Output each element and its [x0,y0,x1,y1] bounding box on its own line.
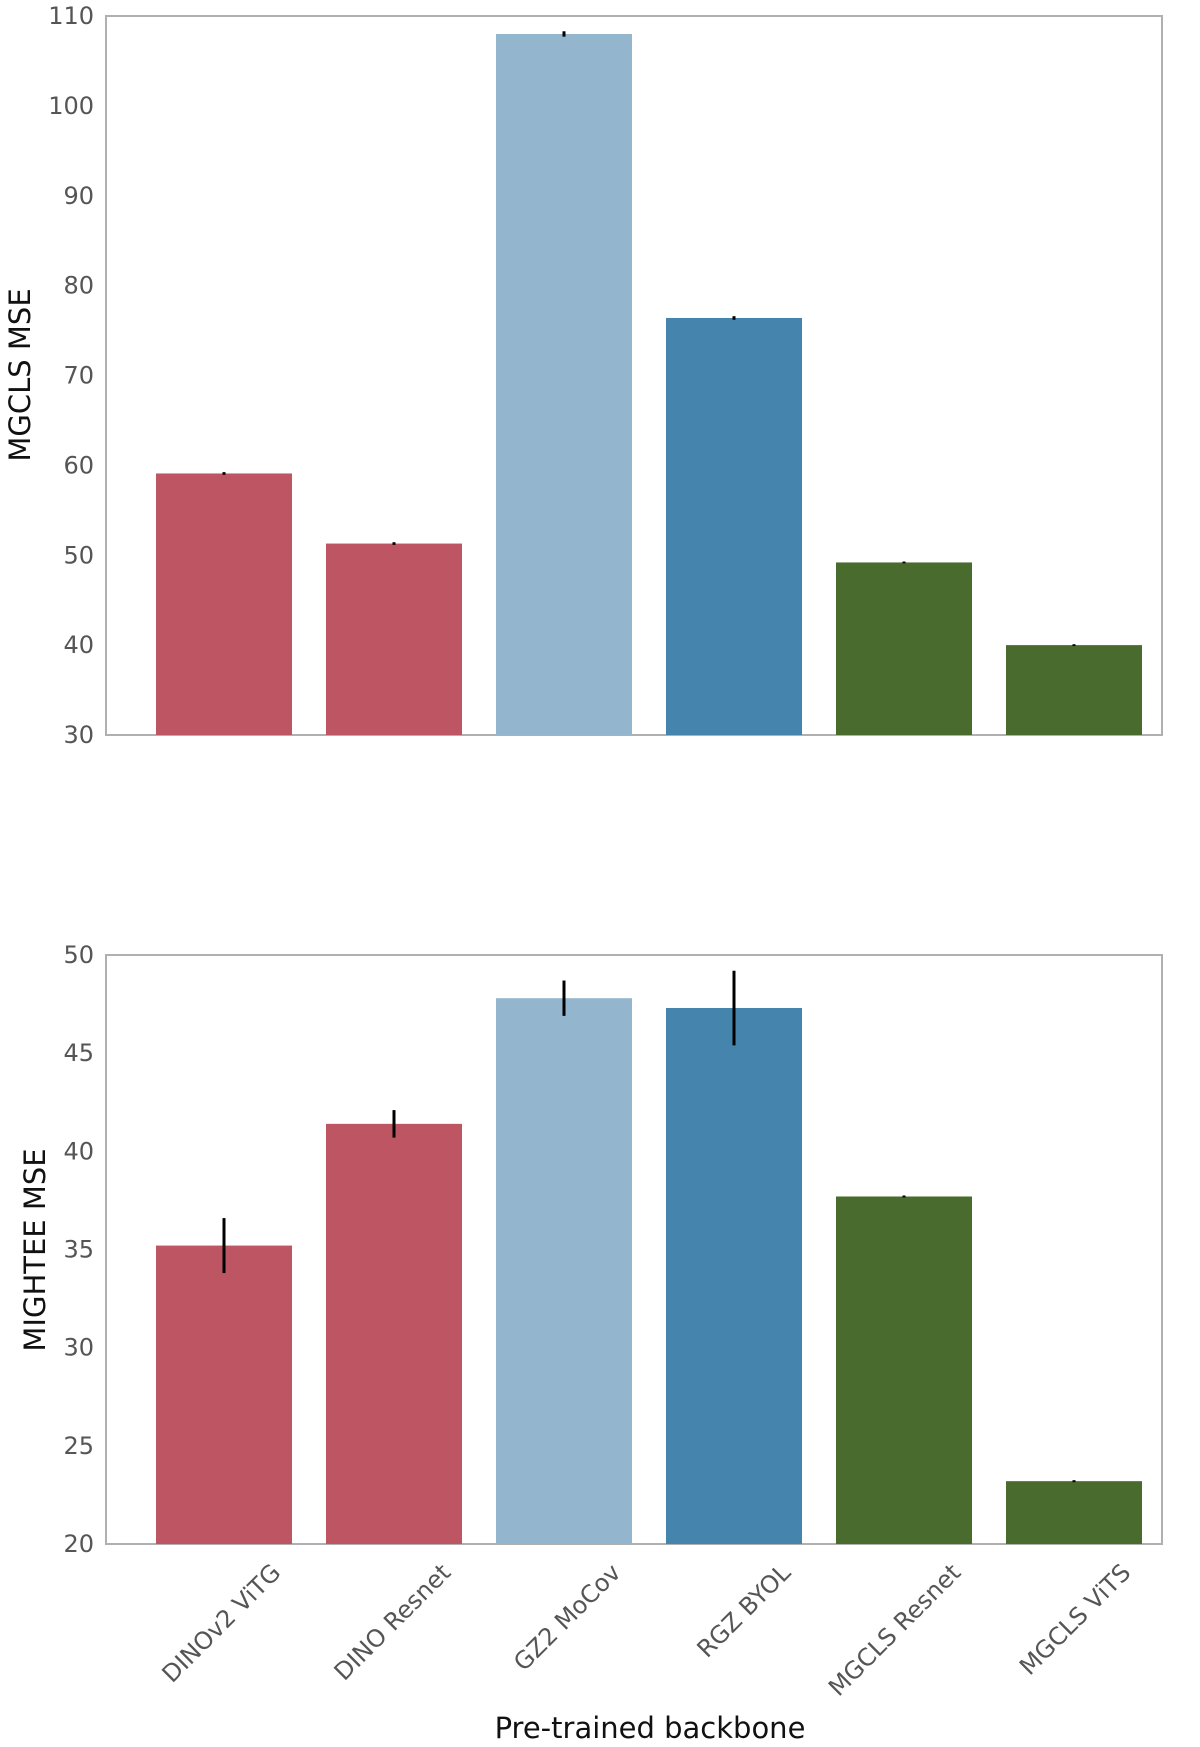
bottom-y-axis-ticks: 20 25 30 35 40 45 50 [63,941,94,1558]
bar-rgz-byol [666,1008,802,1544]
top-y-tick-label: 110 [48,2,94,30]
top-y-axis-ticks: 30 40 50 60 70 80 90 100 110 [48,2,94,749]
x-tick-label-dinov2-vitg: DINOv2 ViTG [157,1558,287,1688]
bar-dino-resnet [326,543,462,735]
bottom-y-tick-label: 45 [63,1039,94,1067]
top-plot-frame [105,15,1163,736]
x-tick-label-dino-resnet: DINO Resnet [329,1558,456,1685]
x-tick-label-mgcls-resnet: MGCLS Resnet [823,1558,966,1701]
bottom-y-tick-label: 50 [63,941,94,969]
bottom-y-tick-label: 20 [63,1530,94,1558]
bottom-bars [156,998,1142,1544]
bar-mgcls-resnet [836,562,972,735]
bar-rgz-byol [666,317,802,735]
top-y-tick-label: 60 [63,451,94,479]
bar-dino-resnet [326,1123,462,1544]
top-y-tick-label: 100 [48,92,94,120]
top-y-axis-label: MGCLS MSE [3,288,37,461]
mgcls-mse-chart: 30 40 50 60 70 80 90 100 110 MGCLS MSE [3,2,1163,749]
bar-dinov2-vitg [156,473,292,735]
bottom-plot-frame [105,954,1163,1545]
mightee-mse-chart: 20 25 30 35 40 45 50 DINOv2 ViTG DINO Resnet GZ2… [18,941,1163,1745]
bar-mgcls-vits [1006,1481,1142,1544]
top-y-tick-label: 40 [63,631,94,659]
x-tick-label-rgz-byol: RGZ BYOL [692,1558,797,1663]
bar-mgcls-vits [1006,645,1142,735]
bottom-x-axis-ticks: DINOv2 ViTG DINO Resnet GZ2 MoCov RGZ BYOL M… [157,1558,1137,1702]
top-bars [156,33,1142,736]
top-y-tick-label: 80 [63,272,94,300]
bar-dinov2-vitg [156,1245,292,1544]
bottom-y-axis-label: MIGHTEE MSE [18,1148,52,1351]
top-y-tick-label: 50 [63,541,94,569]
x-tick-label-mgcls-vits: MGCLS ViTS [1014,1558,1136,1680]
x-tick-label-gz2-mocov: GZ2 MoCov [508,1558,626,1676]
bottom-y-tick-label: 30 [63,1334,94,1362]
bottom-y-tick-label: 40 [63,1137,94,1165]
top-error-bars [222,31,1076,647]
bottom-y-tick-label: 25 [63,1432,94,1460]
bar-gz2-mocov [496,33,632,736]
bottom-error-bars [222,970,1076,1483]
bottom-y-tick-label: 35 [63,1236,94,1264]
top-y-tick-label: 90 [63,182,94,210]
bar-mgcls-resnet [836,1196,972,1544]
top-y-tick-label: 70 [63,362,94,390]
top-y-tick-label: 30 [63,721,94,749]
x-axis-label: Pre-trained backbone [495,1711,806,1745]
bar-gz2-mocov [496,998,632,1544]
